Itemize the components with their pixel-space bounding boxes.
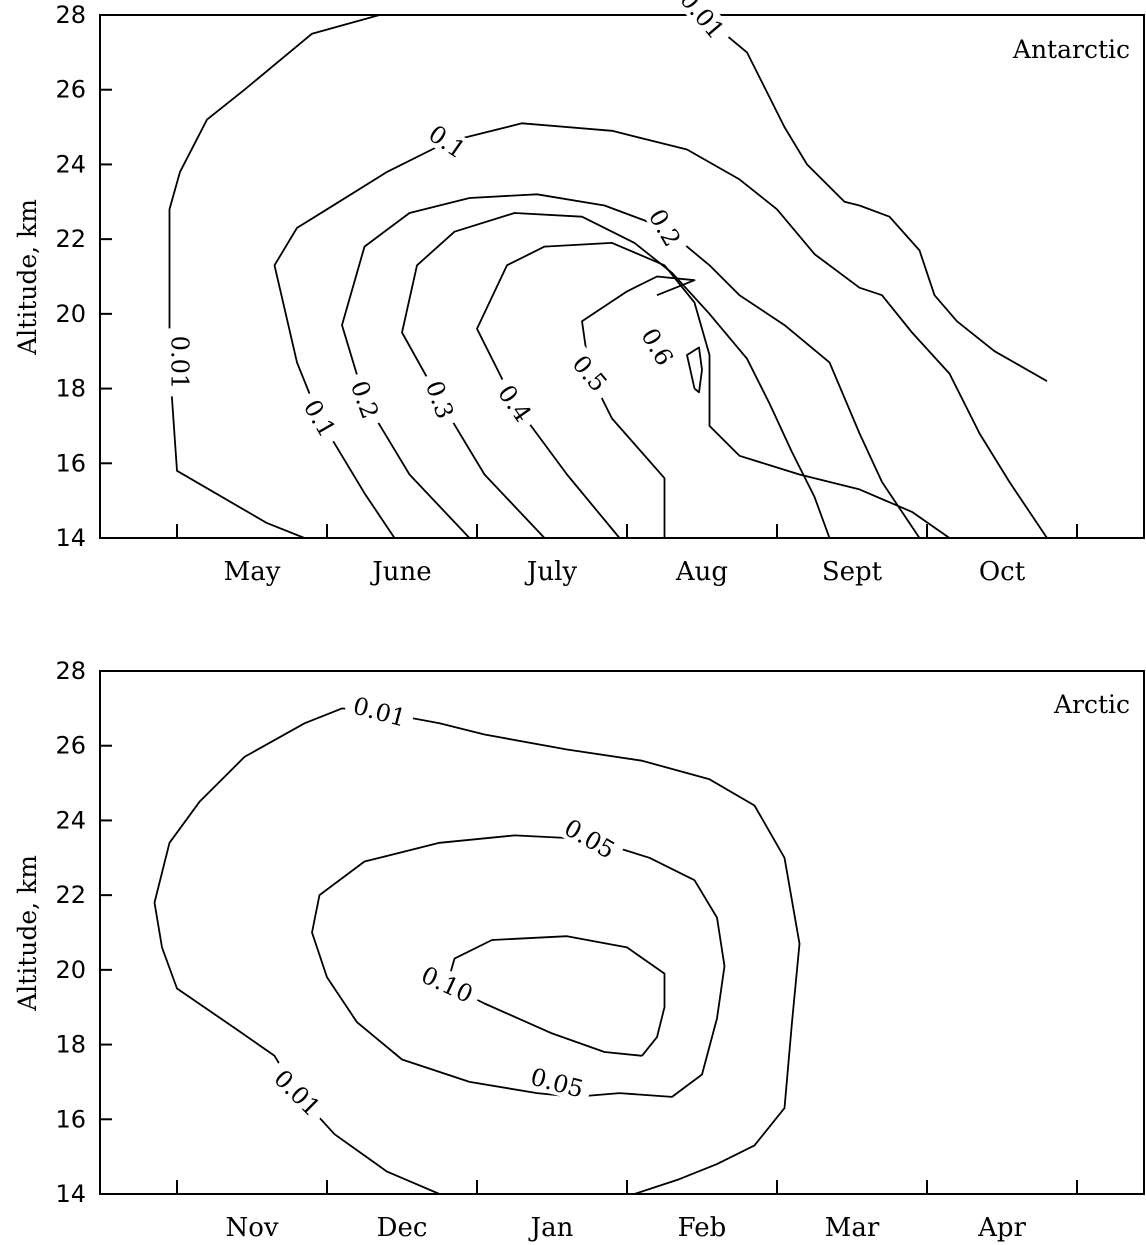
contour-label: 0.01 [166,328,194,397]
contour-label-bg [344,370,387,429]
contour-label: 0.01 [264,1059,331,1126]
month-label: Nov [225,1213,278,1243]
y-tick-label: 20 [55,300,86,328]
month-label: Sept [822,557,883,587]
y-tick-label: 28 [55,1,86,29]
contour-label: 0.4 [489,373,542,433]
contour-label: 0.2 [344,370,387,429]
y-tick-label: 28 [55,657,86,685]
antarctic-panel: Antarctic Altitude, km 1416182022242628 … [13,0,1145,587]
month-label: May [224,557,281,587]
contour-line [273,122,1048,539]
contour-level-text: 0.10 [417,961,477,1009]
y-tick-label: 18 [55,375,86,403]
contour-label-bg [418,115,477,168]
contour-label-bg [295,388,345,448]
y-tick-label: 24 [55,150,86,178]
contour-line [476,241,951,539]
month-label: June [369,557,431,587]
month-label: Oct [979,557,1026,587]
contour-line [153,707,801,1195]
plot-frame [99,670,1145,1195]
contour-label-bg [554,809,626,867]
contour-label: 0.3 [419,370,462,429]
x-ticks: May June July Aug Sept Oct [176,524,1078,587]
contour-label-bg [411,957,484,1011]
contour-line [401,212,831,539]
contour-label-bg [419,370,462,429]
region-label: Antarctic [1012,35,1130,64]
contour-level-text: 0.01 [350,692,409,733]
contour-level-text: 0.01 [166,336,194,389]
month-label: Aug [675,557,728,587]
contours [168,14,1048,539]
contours [153,707,801,1195]
y-tick-label: 22 [55,225,86,253]
y-ticks: 14 16 18 20 22 24 26 28 [55,1,112,552]
y-tick-label: 14 [55,524,86,552]
y-tick-label: 16 [55,449,86,477]
x-ticks: Nov Dec Jan Feb Mar Apr [176,1180,1078,1243]
y-tick-label: 18 [55,1031,86,1059]
arctic-panel: Arctic Altitude, km 14 16 18 20 22 24 26 28 Nov… [13,657,1145,1243]
plot-frame [99,14,1145,539]
contour-label-bg [633,317,683,376]
y-tick-label: 16 [55,1105,86,1133]
contour-label: 0.6 [633,317,683,376]
y-tick-label: 24 [55,806,86,834]
y-tick-label: 20 [55,956,86,984]
month-label: Jan [528,1213,574,1243]
contour-label: 0.1 [295,388,345,448]
month-label: July [524,557,577,587]
contour-line [446,935,666,1057]
contour-label-bg [489,373,542,433]
contour-line [581,275,696,538]
contour-label-bg [640,197,690,257]
y-axis-label: Altitude, km [13,855,42,1012]
y-tick-label: 26 [55,732,86,760]
y-tick-label: 26 [55,76,86,104]
y-ticks: 14 16 18 20 22 24 26 28 [55,657,112,1208]
contour-label: 0.01 [343,689,416,733]
contour-label-bg [563,344,618,402]
contour-line [168,14,1048,539]
month-label: Feb [678,1213,727,1243]
contour-label: 0.5 [563,344,618,402]
contour-line [311,834,726,1098]
contour-label: 0.2 [640,197,690,257]
contour-labels: 0.010.1 0.2 0.3 0.40.50.60.010.10.2 [166,0,735,448]
contour-line [686,346,703,394]
contour-label: 0.05 [521,1060,594,1104]
contour-line [341,193,921,539]
month-label: Apr [977,1213,1026,1243]
contour-label: 0.05 [554,809,626,867]
contour-label: 0.01 [670,0,735,49]
contour-label-bg [343,689,416,733]
contour-label-bg [521,1060,594,1104]
contour-label: 0.10 [411,957,484,1011]
y-tick-label: 22 [55,881,86,909]
region-label: Arctic [1053,690,1130,719]
month-label: Mar [825,1213,880,1243]
y-tick-label: 14 [55,1180,86,1208]
contour-level-text: 0.05 [528,1063,587,1104]
month-label: Dec [377,1213,428,1243]
contour-label-bg [264,1059,331,1126]
contour-label: 0.1 [418,115,477,168]
contour-label-bg [167,328,194,397]
contour-label-bg [670,0,735,49]
y-axis-label: Altitude, km [13,199,42,356]
